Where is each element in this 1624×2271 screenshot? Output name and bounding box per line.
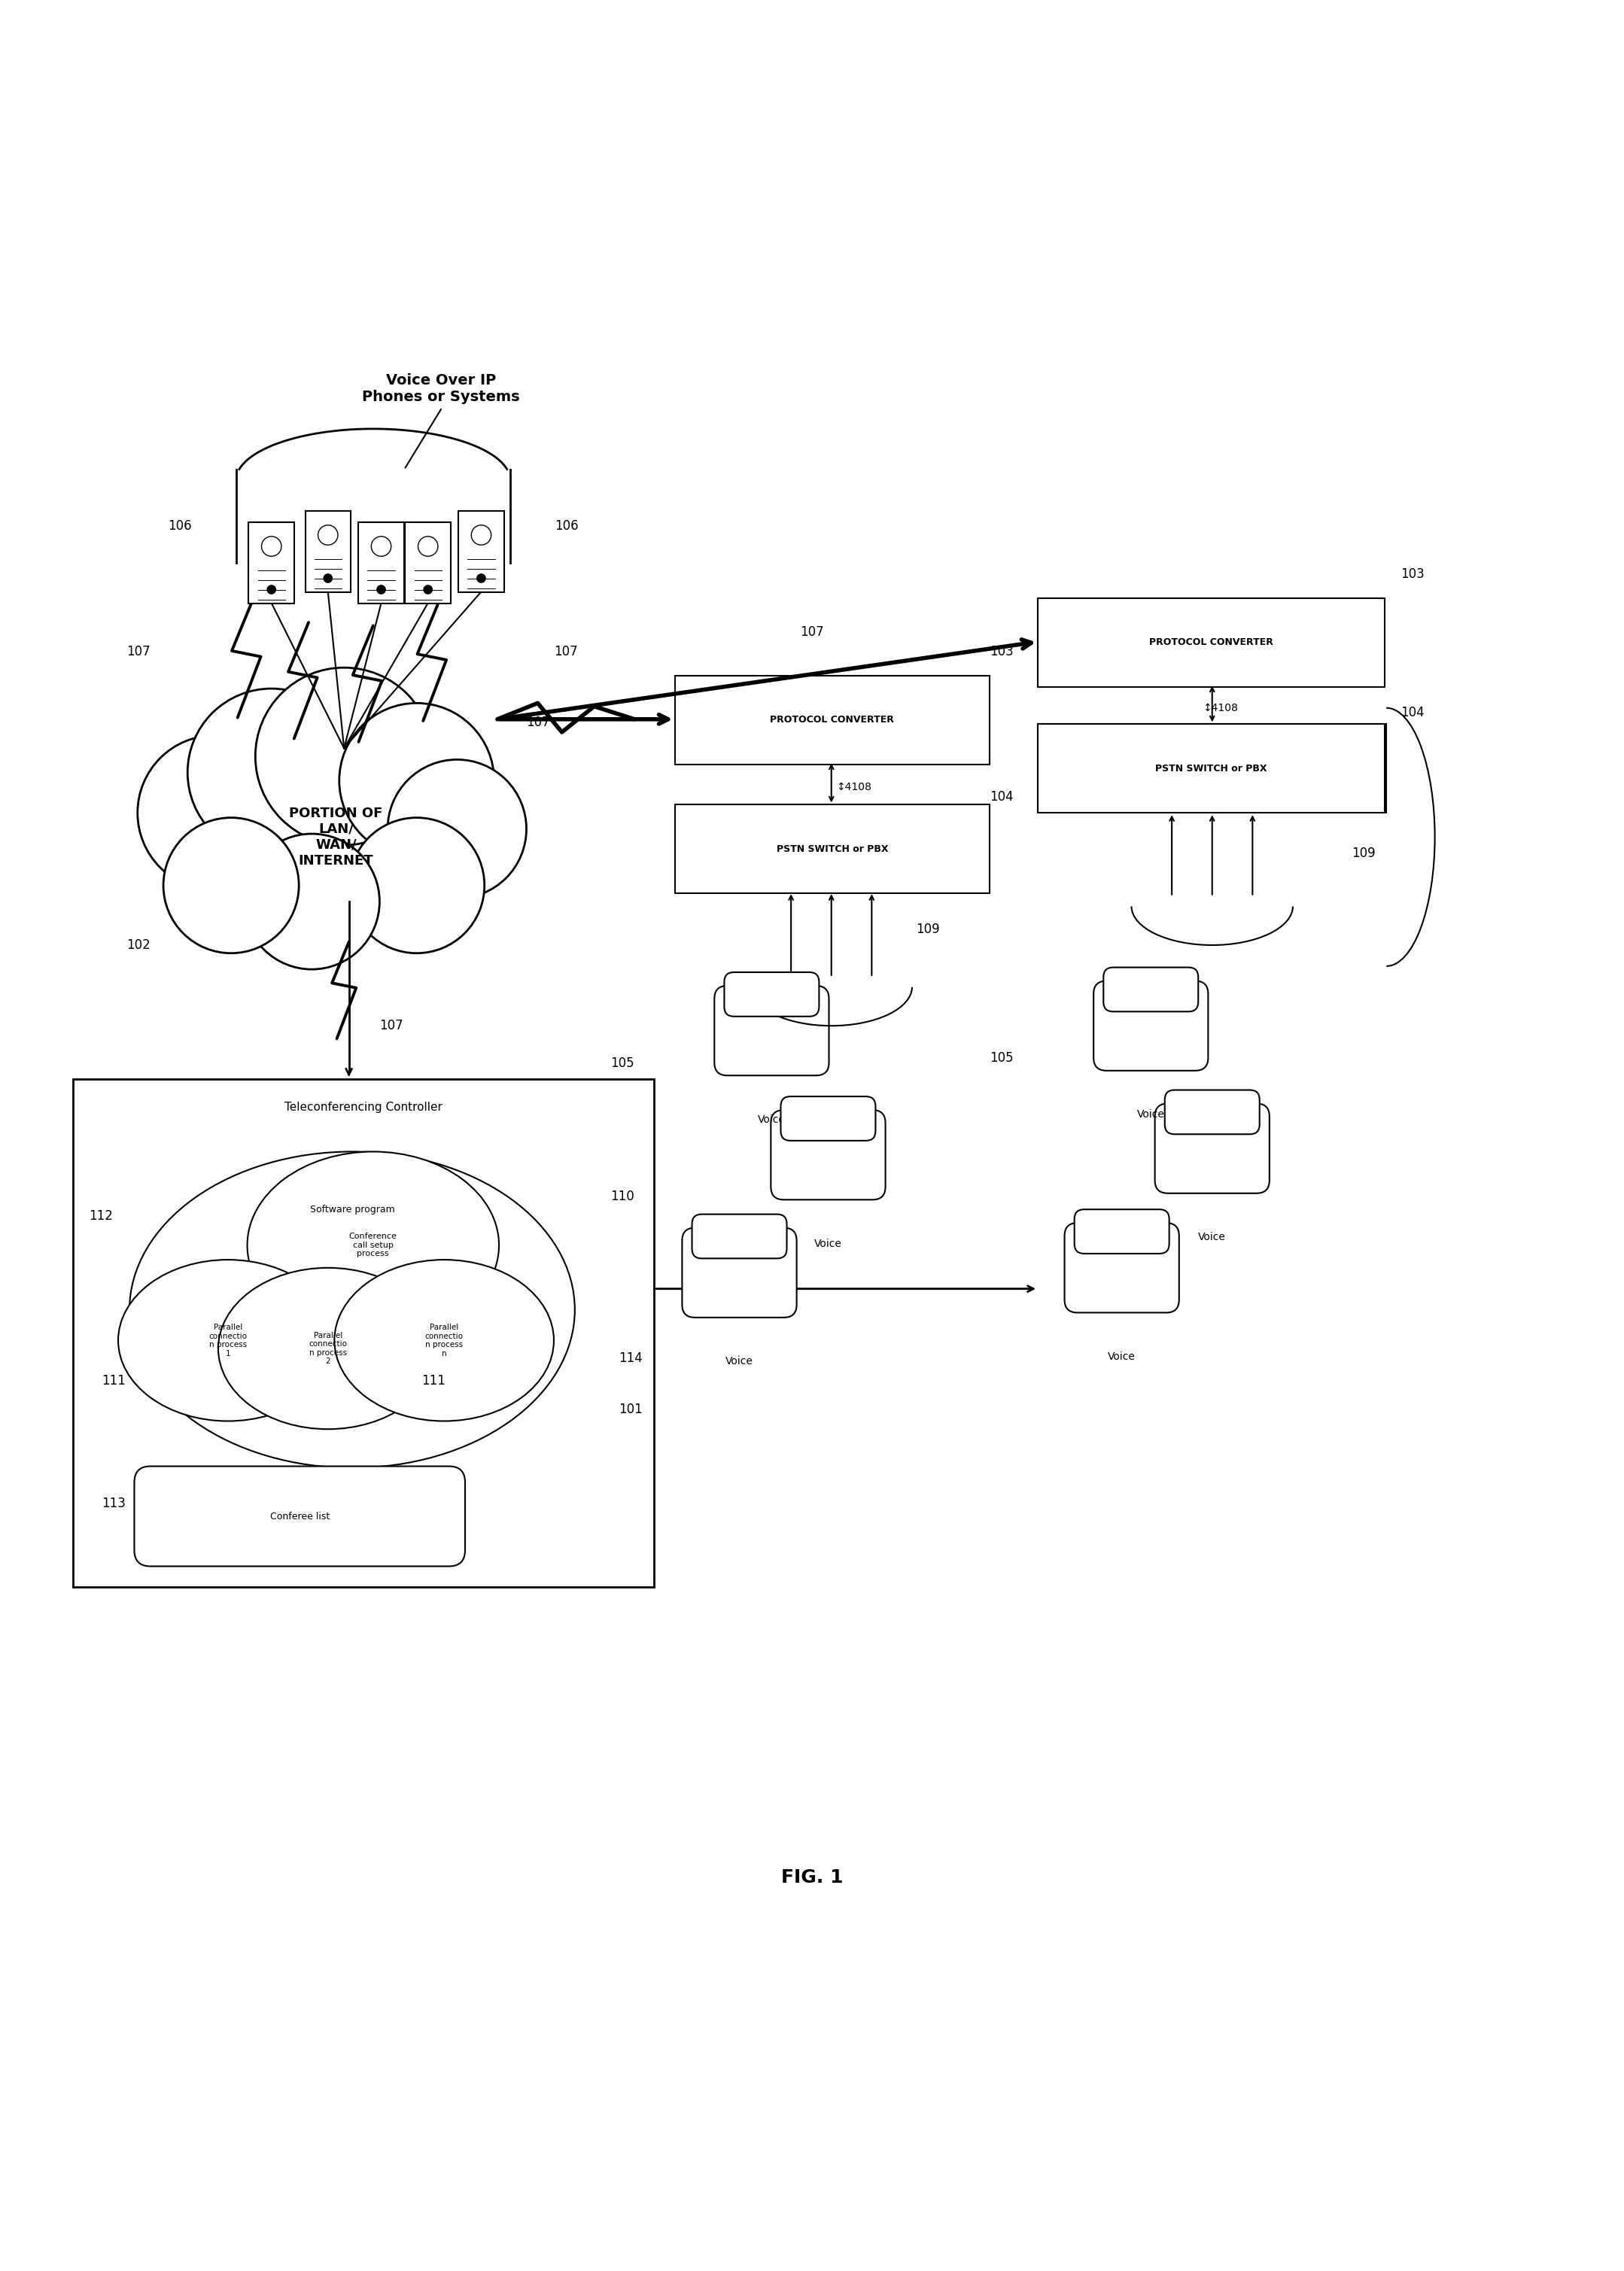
FancyBboxPatch shape — [248, 522, 294, 604]
FancyBboxPatch shape — [406, 522, 451, 604]
Text: 102: 102 — [127, 938, 149, 952]
FancyBboxPatch shape — [692, 1215, 786, 1258]
Circle shape — [244, 833, 380, 970]
Text: Voice: Voice — [726, 1356, 754, 1367]
Circle shape — [268, 586, 276, 593]
FancyBboxPatch shape — [1155, 1104, 1270, 1192]
FancyBboxPatch shape — [359, 522, 404, 604]
Circle shape — [323, 575, 333, 584]
Text: 103: 103 — [989, 645, 1013, 659]
Text: ↕4108: ↕4108 — [1202, 702, 1237, 713]
Text: 106: 106 — [167, 518, 192, 531]
Text: 113: 113 — [102, 1497, 127, 1510]
Circle shape — [318, 525, 338, 545]
FancyBboxPatch shape — [1064, 1224, 1179, 1313]
Ellipse shape — [247, 1151, 499, 1340]
Circle shape — [424, 586, 432, 593]
Circle shape — [377, 586, 385, 593]
Text: Voice Over IP
Phones or Systems: Voice Over IP Phones or Systems — [362, 372, 520, 404]
Ellipse shape — [218, 1267, 437, 1428]
Circle shape — [187, 688, 356, 856]
Circle shape — [417, 536, 438, 556]
Text: 107: 107 — [526, 715, 549, 729]
Text: 101: 101 — [619, 1403, 641, 1417]
Text: Voice: Voice — [1137, 1108, 1164, 1120]
Text: 109: 109 — [916, 922, 940, 936]
FancyBboxPatch shape — [73, 1079, 654, 1587]
FancyBboxPatch shape — [724, 972, 818, 1017]
Text: Parallel
connectio
n process
1: Parallel connectio n process 1 — [209, 1324, 247, 1358]
FancyBboxPatch shape — [781, 1097, 875, 1140]
Text: 103: 103 — [1402, 568, 1424, 581]
Text: 110: 110 — [611, 1190, 635, 1204]
Circle shape — [261, 536, 281, 556]
FancyBboxPatch shape — [715, 986, 828, 1076]
Text: Voice: Voice — [758, 1115, 786, 1124]
Text: PORTION OF
LAN/
WAN/
INTERNET: PORTION OF LAN/ WAN/ INTERNET — [289, 806, 383, 868]
Circle shape — [372, 536, 391, 556]
FancyBboxPatch shape — [1075, 1210, 1169, 1254]
Text: Voice: Voice — [814, 1238, 841, 1249]
Text: 107: 107 — [127, 645, 151, 659]
Text: Teleconferencing Controller: Teleconferencing Controller — [284, 1101, 442, 1113]
Circle shape — [349, 818, 484, 954]
Text: Parallel
connectio
n process
n: Parallel connectio n process n — [425, 1324, 463, 1358]
FancyBboxPatch shape — [305, 511, 351, 593]
Ellipse shape — [335, 1260, 554, 1422]
Text: Conferee list: Conferee list — [270, 1512, 330, 1522]
Circle shape — [339, 704, 494, 858]
Text: 109: 109 — [1351, 847, 1376, 861]
Text: Software program: Software program — [310, 1206, 395, 1215]
Text: FIG. 1: FIG. 1 — [781, 1869, 843, 1887]
FancyBboxPatch shape — [458, 511, 503, 593]
FancyBboxPatch shape — [676, 677, 989, 765]
Text: 107: 107 — [554, 645, 578, 659]
Ellipse shape — [130, 1151, 575, 1467]
Text: 112: 112 — [89, 1210, 114, 1224]
Circle shape — [388, 759, 526, 899]
FancyBboxPatch shape — [1093, 981, 1208, 1070]
FancyBboxPatch shape — [682, 1229, 797, 1317]
Text: PSTN SWITCH or PBX: PSTN SWITCH or PBX — [776, 845, 888, 854]
Text: PSTN SWITCH or PBX: PSTN SWITCH or PBX — [1156, 763, 1267, 774]
Circle shape — [164, 818, 299, 954]
Text: 105: 105 — [991, 1051, 1013, 1065]
Text: Voice: Voice — [1108, 1351, 1135, 1363]
FancyBboxPatch shape — [1038, 724, 1385, 813]
FancyBboxPatch shape — [676, 804, 989, 893]
Text: 104: 104 — [989, 790, 1013, 804]
Ellipse shape — [119, 1260, 338, 1422]
Text: 111: 111 — [422, 1374, 445, 1388]
Text: PROTOCOL CONVERTER: PROTOCOL CONVERTER — [1150, 638, 1273, 647]
Text: 111: 111 — [102, 1374, 127, 1388]
Text: 107: 107 — [801, 625, 823, 638]
Text: PROTOCOL CONVERTER: PROTOCOL CONVERTER — [770, 715, 895, 724]
Text: Voice: Voice — [1199, 1231, 1226, 1242]
Circle shape — [477, 575, 486, 584]
FancyBboxPatch shape — [771, 1111, 885, 1199]
Circle shape — [255, 668, 434, 845]
Text: 104: 104 — [1402, 706, 1424, 720]
Text: Conference
call setup
process: Conference call setup process — [349, 1233, 398, 1258]
FancyBboxPatch shape — [1164, 1090, 1260, 1133]
Text: ↕4108: ↕4108 — [836, 781, 872, 793]
Text: 105: 105 — [611, 1056, 635, 1070]
Circle shape — [138, 736, 292, 890]
FancyBboxPatch shape — [1038, 597, 1385, 686]
Text: 106: 106 — [555, 518, 578, 531]
FancyBboxPatch shape — [135, 1467, 464, 1567]
Text: 114: 114 — [619, 1351, 641, 1365]
FancyBboxPatch shape — [1103, 967, 1199, 1011]
Text: Parallel
connectio
n process
2: Parallel connectio n process 2 — [309, 1331, 348, 1365]
Text: 107: 107 — [380, 1020, 403, 1033]
Circle shape — [471, 525, 490, 545]
